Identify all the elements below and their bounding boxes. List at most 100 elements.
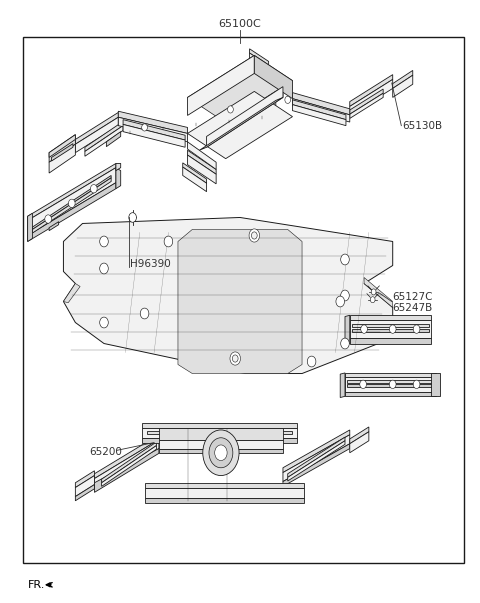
Polygon shape <box>288 437 345 478</box>
Polygon shape <box>350 432 369 453</box>
Polygon shape <box>254 86 276 107</box>
Circle shape <box>389 380 396 388</box>
Polygon shape <box>188 55 254 115</box>
Polygon shape <box>254 55 292 99</box>
Circle shape <box>215 445 227 461</box>
Polygon shape <box>33 178 111 233</box>
Polygon shape <box>107 131 120 147</box>
Polygon shape <box>188 142 216 169</box>
Text: H96390: H96390 <box>130 259 171 269</box>
Text: FR.: FR. <box>28 580 45 590</box>
Circle shape <box>341 290 349 301</box>
Polygon shape <box>364 277 393 308</box>
Polygon shape <box>28 163 116 221</box>
Polygon shape <box>147 431 292 434</box>
Polygon shape <box>75 476 95 497</box>
Polygon shape <box>51 144 73 161</box>
Circle shape <box>249 229 260 242</box>
Polygon shape <box>95 435 159 479</box>
Polygon shape <box>75 485 95 500</box>
Polygon shape <box>188 155 216 184</box>
Circle shape <box>91 185 97 193</box>
Polygon shape <box>95 440 159 488</box>
Text: 65127C: 65127C <box>393 292 433 302</box>
Circle shape <box>209 438 233 468</box>
Circle shape <box>142 124 147 131</box>
Polygon shape <box>49 222 59 231</box>
Bar <box>23 37 464 563</box>
Circle shape <box>413 325 420 333</box>
Polygon shape <box>123 119 185 140</box>
Polygon shape <box>345 391 436 396</box>
Polygon shape <box>350 427 369 444</box>
Circle shape <box>100 317 108 328</box>
Circle shape <box>341 254 349 265</box>
Polygon shape <box>144 483 304 488</box>
Polygon shape <box>254 81 276 101</box>
Circle shape <box>336 296 345 307</box>
Polygon shape <box>118 117 188 142</box>
Polygon shape <box>206 87 283 147</box>
Circle shape <box>360 380 366 388</box>
Polygon shape <box>345 315 350 345</box>
Polygon shape <box>350 89 383 114</box>
Polygon shape <box>142 438 297 443</box>
Polygon shape <box>350 338 431 344</box>
Polygon shape <box>28 213 33 241</box>
Polygon shape <box>95 449 159 493</box>
Polygon shape <box>292 105 346 125</box>
Polygon shape <box>49 144 75 173</box>
Circle shape <box>228 106 233 113</box>
Polygon shape <box>188 92 292 159</box>
Polygon shape <box>345 373 436 377</box>
Circle shape <box>413 380 420 388</box>
Polygon shape <box>254 68 283 98</box>
Polygon shape <box>292 93 350 115</box>
Polygon shape <box>183 167 206 192</box>
Polygon shape <box>144 488 304 497</box>
Polygon shape <box>142 423 297 428</box>
Polygon shape <box>183 163 206 183</box>
Polygon shape <box>254 63 283 87</box>
Polygon shape <box>352 324 429 327</box>
Polygon shape <box>75 117 118 153</box>
Polygon shape <box>159 440 283 449</box>
Polygon shape <box>352 329 429 332</box>
Text: 65200: 65200 <box>90 447 122 456</box>
Text: 65130B: 65130B <box>402 121 443 131</box>
Circle shape <box>285 96 290 104</box>
Polygon shape <box>75 471 95 488</box>
Circle shape <box>129 213 136 223</box>
Polygon shape <box>199 98 283 150</box>
Circle shape <box>45 215 51 223</box>
Text: 65247B: 65247B <box>393 303 433 312</box>
Circle shape <box>389 325 396 333</box>
Polygon shape <box>340 373 345 397</box>
Polygon shape <box>63 218 393 373</box>
Polygon shape <box>159 449 283 453</box>
Polygon shape <box>283 435 350 482</box>
Circle shape <box>371 289 376 295</box>
Polygon shape <box>116 168 120 189</box>
Polygon shape <box>85 121 123 151</box>
Polygon shape <box>118 111 188 133</box>
Circle shape <box>370 297 375 303</box>
Circle shape <box>252 232 257 239</box>
Polygon shape <box>33 175 111 230</box>
Polygon shape <box>49 134 75 157</box>
Polygon shape <box>250 53 269 74</box>
Polygon shape <box>250 49 269 66</box>
Polygon shape <box>292 100 346 119</box>
Text: 65100C: 65100C <box>218 19 262 28</box>
Polygon shape <box>28 168 116 236</box>
Circle shape <box>230 352 240 365</box>
Circle shape <box>164 236 173 247</box>
Circle shape <box>100 236 108 247</box>
Circle shape <box>232 355 238 362</box>
Circle shape <box>307 356 316 367</box>
Polygon shape <box>123 124 185 147</box>
Polygon shape <box>393 71 413 89</box>
Polygon shape <box>345 377 436 391</box>
Polygon shape <box>188 150 216 174</box>
Polygon shape <box>178 230 302 373</box>
